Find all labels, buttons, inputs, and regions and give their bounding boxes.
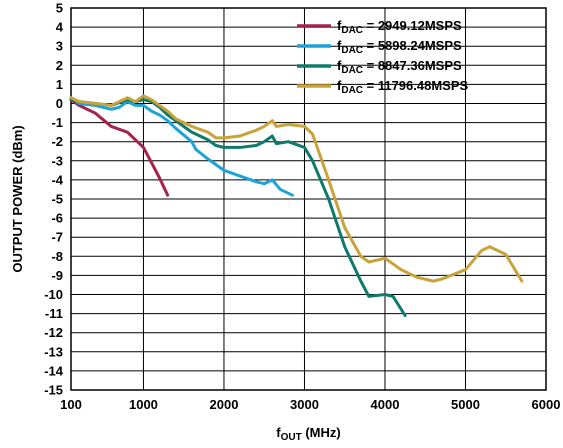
legend-label-2: fDAC = 5898.24MSPS <box>337 38 462 56</box>
x-axis-title: fOUT (MHz) <box>276 425 340 443</box>
y-tick-label: -7 <box>51 230 63 245</box>
series-line-1 <box>69 98 170 197</box>
legend-label-1: fDAC = 2949.12MSPS <box>337 18 462 36</box>
y-tick-label: -3 <box>51 153 63 168</box>
series-line-2 <box>69 96 294 197</box>
x-tick-label: 5000 <box>451 397 480 412</box>
y-tick-label: 2 <box>56 58 63 73</box>
y-tick-label: 5 <box>56 1 63 16</box>
series-line-3 <box>69 98 407 318</box>
axes: 5 4 3 2 1 0 -1 -2 -3 -4 -5 -6 -7 -8 -9 -10 -11 -12 -13 -14 -… <box>10 1 560 444</box>
y-tick-label: 4 <box>56 20 64 35</box>
y-tick-label: -5 <box>51 192 63 207</box>
legend-label-3: fDAC = 8847.36MSPS <box>337 58 462 76</box>
y-tick-label: -10 <box>44 287 63 302</box>
x-tick-label: 6000 <box>532 397 561 412</box>
x-tick-label: 3000 <box>290 397 319 412</box>
grid <box>70 7 547 391</box>
y-tick-label: 1 <box>56 77 63 92</box>
x-tick-label: 2000 <box>210 397 239 412</box>
x-tick-label: 100 <box>60 397 82 412</box>
y-tick-label: -8 <box>51 249 63 264</box>
y-tick-label: -1 <box>51 115 63 130</box>
series-layer <box>69 94 524 318</box>
y-tick-label: -2 <box>51 134 63 149</box>
y-axis-title: OUTPUT POWER (dBm) <box>10 125 25 272</box>
x-tick-label: 1000 <box>129 397 158 412</box>
legend-label-4: fDAC = 11796.48MSPS <box>337 78 469 96</box>
y-tick-label: -12 <box>44 325 63 340</box>
y-tick-label: -9 <box>51 268 63 283</box>
y-tick-label: -14 <box>44 363 64 378</box>
plot-frame <box>70 7 547 391</box>
y-tick-label: -11 <box>45 306 63 321</box>
legend: fDAC = 2949.12MSPS fDAC = 5898.24MSPS fDAC… <box>297 18 469 96</box>
y-tick-label: 0 <box>56 96 63 111</box>
y-tick-label: -13 <box>44 344 63 359</box>
y-tick-label: -4 <box>51 172 63 187</box>
y-tick-label: 3 <box>56 39 63 54</box>
x-tick-label: 4000 <box>371 397 400 412</box>
y-tick-label: -6 <box>51 211 63 226</box>
series-line-4 <box>69 94 524 283</box>
y-tick-label: -15 <box>44 383 63 398</box>
